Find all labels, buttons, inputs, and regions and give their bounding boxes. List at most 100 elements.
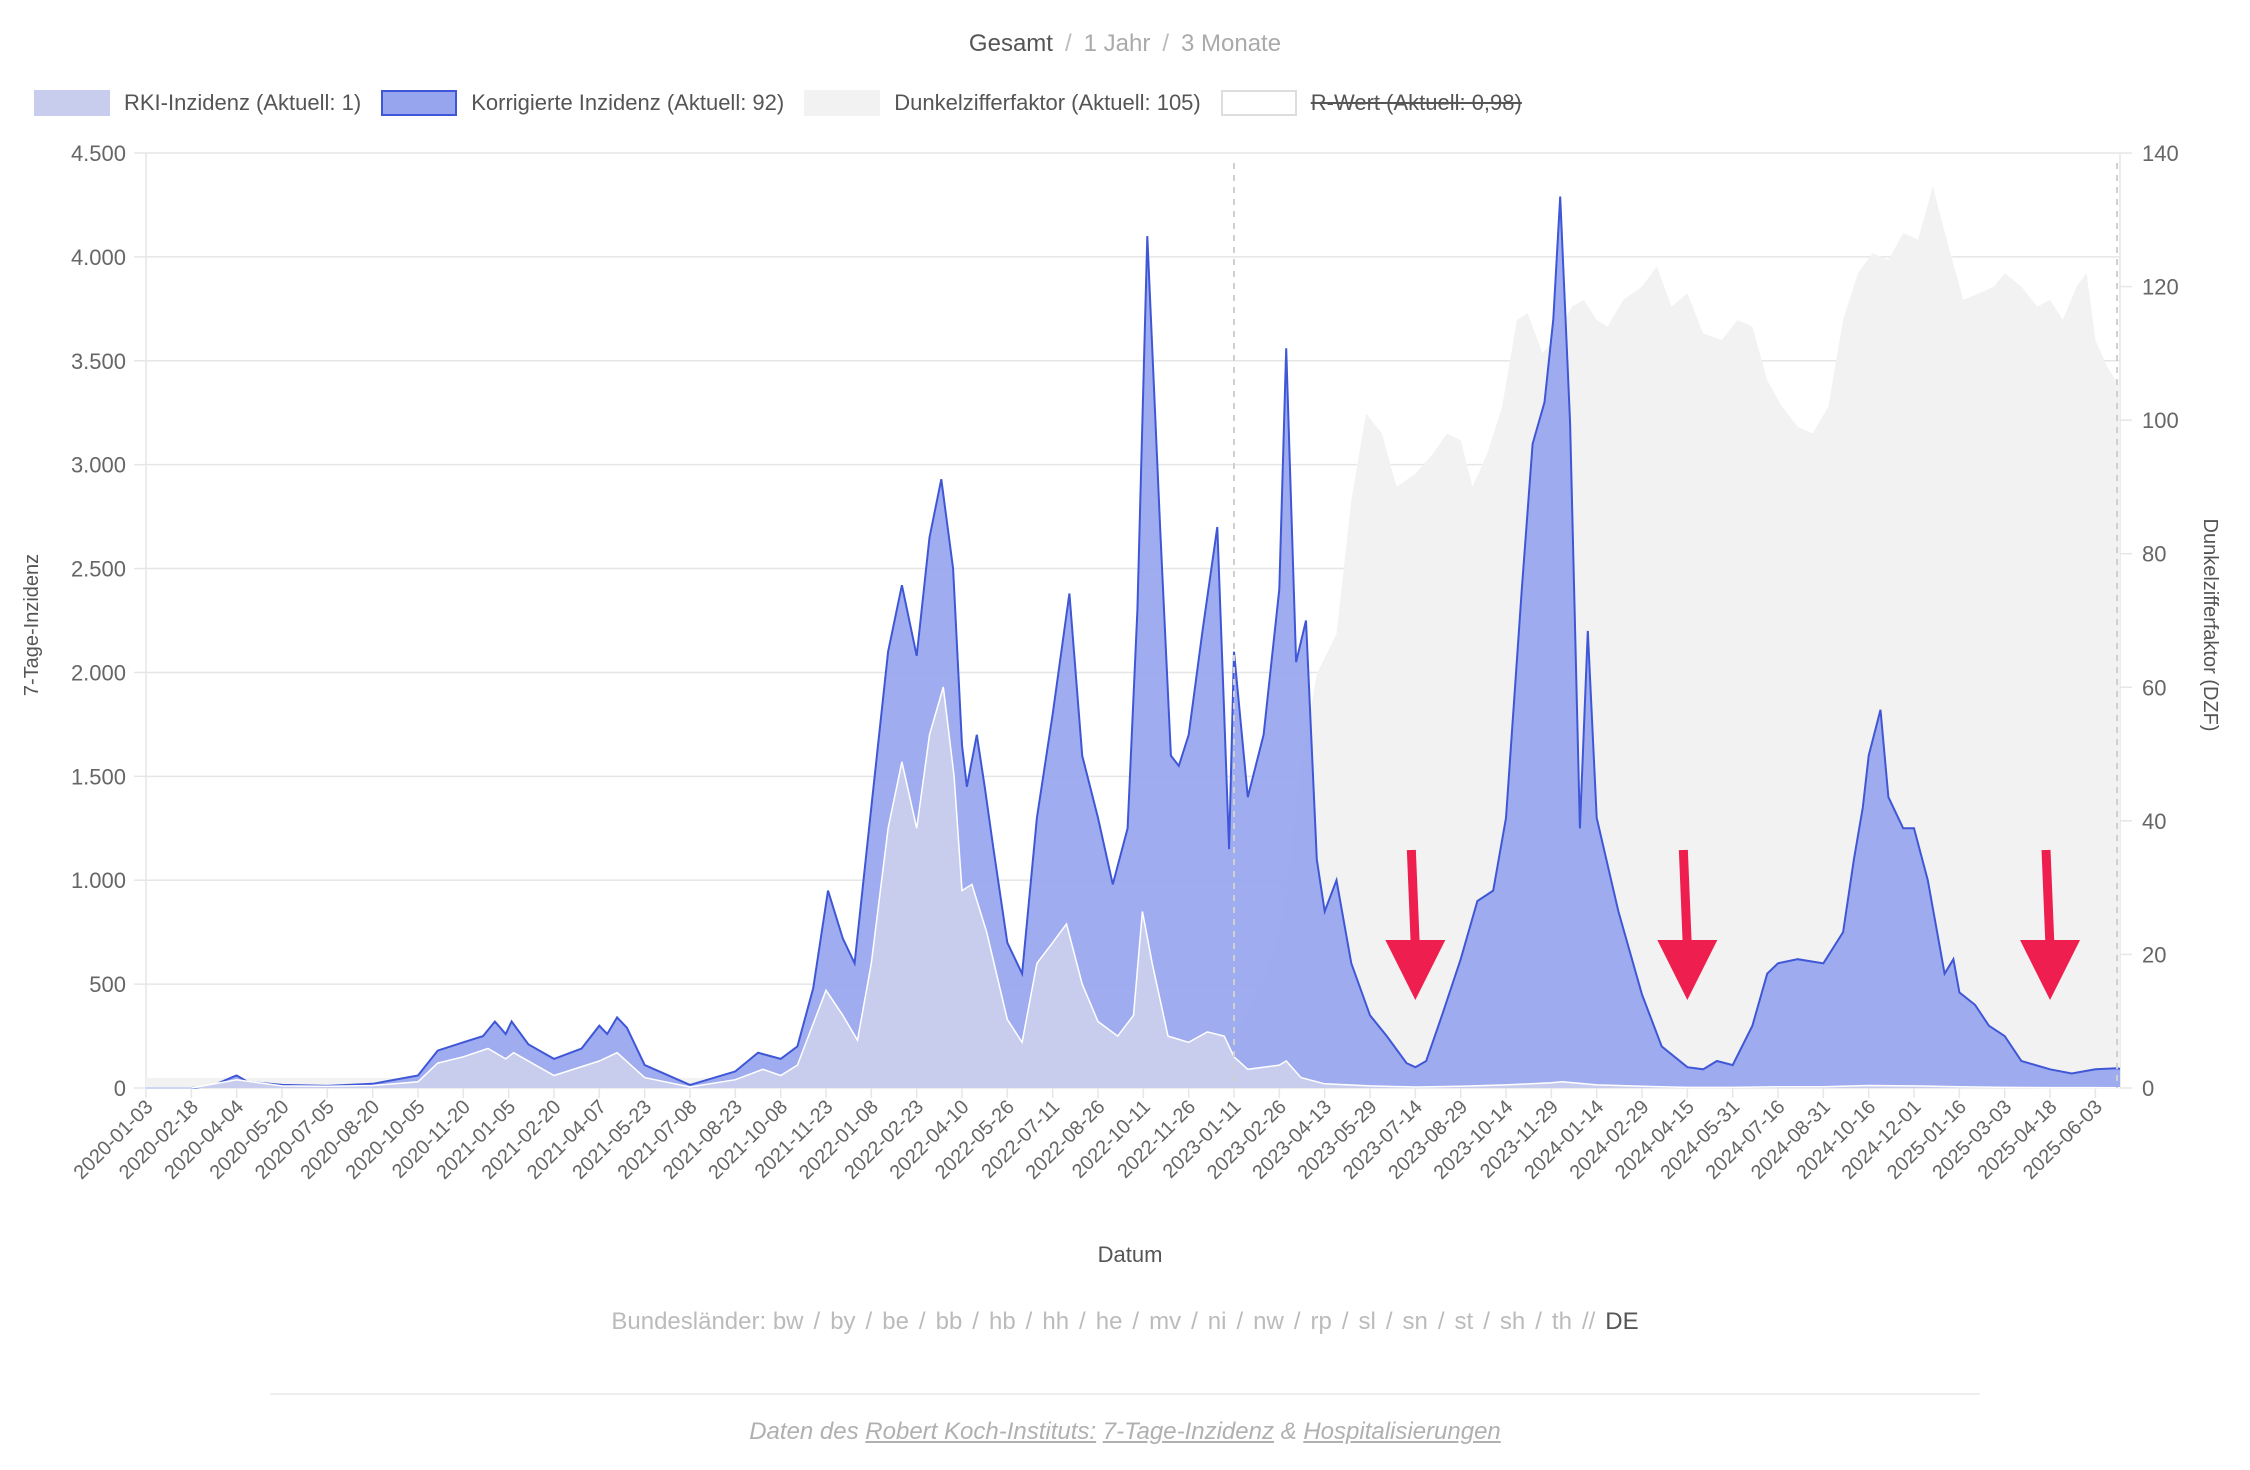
- y2-tick-label: 140: [2142, 141, 2179, 166]
- arrow-shaft: [2041, 849, 2055, 949]
- arrow-head: [2020, 940, 2081, 1000]
- legend-label-r-value: R-Wert (Aktuell: 0,98): [1310, 90, 1522, 115]
- y2-tick-label: 0: [2142, 1076, 2154, 1101]
- state-separator: /: [972, 1308, 979, 1335]
- data-source-footer: Daten des Robert Koch-Instituts: 7-Tage-…: [0, 1418, 2250, 1446]
- state-link-de[interactable]: DE: [1605, 1308, 1639, 1335]
- y2-tick-label: 40: [2142, 809, 2166, 834]
- y2-tick-label: 120: [2142, 275, 2179, 300]
- dzf-area: [146, 186, 2120, 1088]
- state-link-hb[interactable]: hb: [988, 1308, 1016, 1335]
- y-tick-label: 3.000: [71, 453, 126, 478]
- state-link-sn[interactable]: sn: [1402, 1308, 1428, 1335]
- y2-tick-label: 80: [2142, 542, 2166, 567]
- state-separator: /: [1236, 1308, 1244, 1335]
- state-separator: /: [1293, 1308, 1301, 1335]
- y-tick-label: 500: [89, 972, 126, 997]
- states-navigation: Bundesländer: bw / by / be / bb / hb / hh / he / mv / ni…: [0, 1308, 2250, 1336]
- down-arrow-icon: [2020, 849, 2081, 1000]
- legend-label-corrected: Korrigierte Inzidenz (Aktuell: 92): [471, 90, 785, 115]
- range-1-year-link[interactable]: 1 Jahr: [1083, 30, 1151, 57]
- y2-tick-label: 100: [2142, 408, 2179, 433]
- legend-label-rki: RKI-Inzidenz (Aktuell: 1): [124, 90, 362, 115]
- range-3-months-link[interactable]: 3 Monate: [1181, 30, 1282, 57]
- state-separator: /: [1025, 1308, 1033, 1335]
- state-links: bw / by / be / bb / hb / hh / he / mv / ni / nw / rp / sl / sn / s…: [773, 1308, 1639, 1335]
- legend-swatch-rki: [34, 90, 110, 116]
- state-link-hh[interactable]: hh: [1042, 1308, 1070, 1335]
- state-separator: /: [1483, 1308, 1490, 1335]
- corrected-incidence-line: [146, 196, 2121, 1089]
- legend-swatch-corrected: [381, 90, 458, 116]
- y-tick-label: 4.000: [71, 245, 126, 270]
- state-link-be[interactable]: be: [882, 1308, 909, 1335]
- legend-item-corrected[interactable]: Korrigierte Inzidenz (Aktuell: 92): [381, 90, 784, 116]
- state-separator: /: [1437, 1308, 1445, 1335]
- state-separator: //: [1581, 1308, 1596, 1335]
- footer-divider: [270, 1393, 1980, 1395]
- legend-item-dzf[interactable]: Dunkelzifferfaktor (Aktuell: 105): [804, 90, 1201, 116]
- annotation-arrows: [1385, 849, 2081, 1000]
- state-separator: /: [1385, 1308, 1393, 1335]
- arrow-head: [1385, 940, 1446, 1000]
- legend-swatch-dzf: [804, 90, 881, 116]
- state-separator: /: [1341, 1308, 1349, 1335]
- vertical-markers: [1233, 163, 2119, 1088]
- y-tick-label: 4.500: [71, 141, 126, 166]
- state-link-nw[interactable]: nw: [1253, 1308, 1284, 1335]
- state-separator: /: [1079, 1308, 1086, 1335]
- state-separator: /: [1132, 1308, 1140, 1335]
- state-link-mv[interactable]: mv: [1149, 1308, 1182, 1335]
- state-separator: /: [918, 1308, 926, 1335]
- incidence-data-link[interactable]: 7-Tage-Inzidenz: [1102, 1418, 1274, 1445]
- y-tick-label: 1.500: [71, 764, 126, 789]
- down-arrow-icon: [1385, 849, 1446, 1000]
- range-separator: /: [1064, 30, 1072, 57]
- state-link-sl[interactable]: sl: [1358, 1308, 1376, 1335]
- y2-tick-label: 60: [2142, 675, 2166, 700]
- legend-item-rki[interactable]: RKI-Inzidenz (Aktuell: 1): [34, 90, 361, 116]
- y-tick-label: 1.000: [71, 868, 126, 893]
- state-link-by[interactable]: by: [830, 1308, 856, 1335]
- state-separator: /: [865, 1308, 873, 1335]
- arrow-shaft: [1406, 849, 1420, 949]
- state-link-th[interactable]: th: [1551, 1308, 1572, 1335]
- state-link-he[interactable]: he: [1095, 1308, 1123, 1335]
- y-tick-label: 2.500: [71, 557, 126, 582]
- state-link-bb[interactable]: bb: [935, 1308, 963, 1335]
- data-areas: [146, 186, 2121, 1089]
- hospitalization-data-link[interactable]: Hospitalisierungen: [1303, 1418, 1501, 1445]
- states-label: Bundesländer:: [611, 1308, 767, 1335]
- down-arrow-icon: [1657, 849, 1718, 1000]
- state-link-ni[interactable]: ni: [1207, 1308, 1227, 1335]
- state-link-rp[interactable]: rp: [1310, 1308, 1332, 1335]
- range-selector: Gesamt / 1 Jahr / 3 Monate: [0, 30, 2250, 58]
- arrow-shaft: [1678, 849, 1692, 949]
- chart-legend: RKI-Inzidenz (Aktuell: 1) Korrigierte In…: [34, 86, 1542, 120]
- corrected-incidence-area: [146, 196, 2120, 1089]
- legend-label-dzf: Dunkelzifferfaktor (Aktuell: 105): [894, 90, 1201, 115]
- footer-ampersand: &: [1280, 1418, 1297, 1445]
- state-link-st[interactable]: st: [1454, 1308, 1474, 1335]
- y2-axis-title: Dunkelzifferfaktor (DZF): [2199, 518, 2221, 731]
- incidence-chart: 0 500 1.000 1.500 2.000 2.500 3.000 3.500 4.000 4…: [21, 141, 2221, 1267]
- y-axis-title: 7-Tage-Inzidenz: [21, 554, 43, 696]
- rki-incidence-line: [146, 686, 2121, 1089]
- y2-tick-label: 20: [2142, 942, 2166, 967]
- footer-prefix: Daten des: [749, 1418, 859, 1445]
- state-separator: /: [1535, 1308, 1542, 1335]
- state-link-bw[interactable]: bw: [772, 1308, 804, 1335]
- legend-swatch-r-value: [1220, 90, 1297, 116]
- y-tick-label: 2.000: [71, 660, 126, 685]
- y-tick-label: 0: [114, 1076, 126, 1101]
- rki-source-link[interactable]: Robert Koch-Instituts:: [865, 1418, 1097, 1445]
- y-tick-label: 3.500: [71, 349, 126, 374]
- x-axis-title: Datum: [1098, 1242, 1163, 1267]
- range-separator: /: [1162, 30, 1169, 57]
- legend-item-r-value[interactable]: R-Wert (Aktuell: 0,98): [1220, 90, 1522, 116]
- state-link-sh[interactable]: sh: [1499, 1308, 1526, 1335]
- state-separator: /: [813, 1308, 821, 1335]
- state-separator: /: [1191, 1308, 1198, 1335]
- arrow-head: [1657, 940, 1718, 1000]
- range-all-link[interactable]: Gesamt: [968, 30, 1053, 57]
